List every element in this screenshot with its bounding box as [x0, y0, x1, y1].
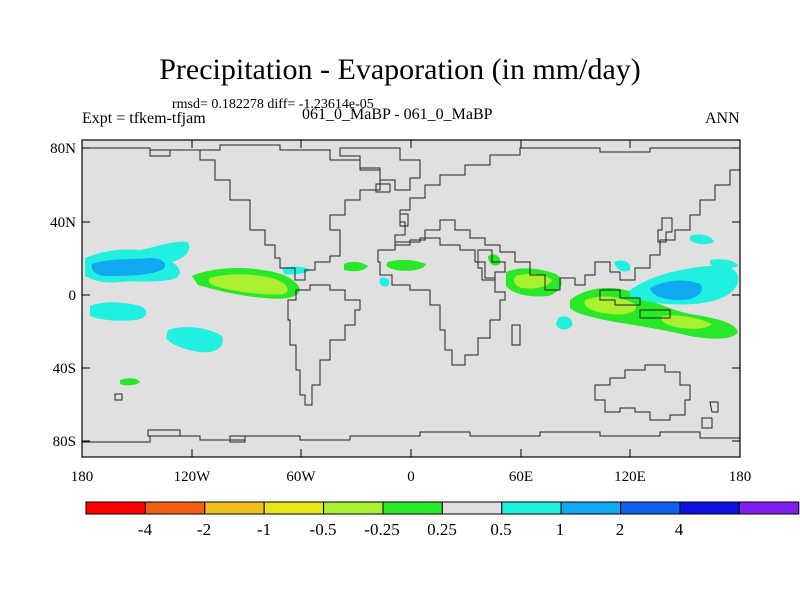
coast-greenland	[339, 147, 421, 191]
case-label: 061_0_MaBP - 061_0_MaBP	[302, 106, 493, 123]
anomaly-cyan-south-pacific-1	[90, 302, 147, 321]
anomaly-lightgreen-indian-ocean	[514, 273, 552, 289]
colorbar-label: 2	[616, 520, 625, 539]
x-axis-labels: 180 120W 60W 0 60E 120E 180	[71, 469, 752, 485]
coast-iceland	[375, 183, 391, 193]
colorbar-box	[263, 501, 325, 515]
anomaly-green-arabian	[488, 254, 501, 266]
x-tick-label: 180	[729, 469, 752, 485]
colorbar-box	[501, 501, 562, 515]
coast-japan	[657, 217, 673, 243]
anomaly-lightgreen-sw-pacific	[661, 315, 712, 329]
anomaly-green-atlantic	[344, 261, 368, 272]
colorbar-box	[204, 501, 265, 515]
colorbar-box	[144, 501, 206, 515]
coast-indonesia	[599, 289, 671, 319]
x-tick-label: 120E	[614, 469, 646, 485]
anomaly-cyan-south-pacific-2	[166, 327, 223, 353]
colorbar-label: -1	[257, 520, 271, 539]
axis-ticks	[81, 140, 741, 457]
coast-hawaii	[114, 393, 123, 401]
y-tick-label: 80N	[50, 141, 76, 157]
anomaly-cyan-caribbean	[282, 266, 310, 275]
y-tick-label: 40S	[53, 361, 76, 377]
coast-madagascar	[511, 324, 521, 346]
colorbar-label: -0.5	[310, 520, 337, 539]
colorbar-label: 1	[556, 520, 565, 539]
coast-antarctica	[82, 431, 740, 443]
colorbar-box	[323, 501, 384, 515]
colorbar-label: 0.25	[427, 520, 457, 539]
colorbar-labels: -4 -2 -1 -0.5 -0.25 0.25 0.5 1 2 4	[138, 520, 684, 539]
experiment-label: Expt = tfkem-tfjam	[82, 110, 206, 127]
anomaly-blue-nw-pacific	[650, 280, 702, 300]
anomaly-green-africa	[386, 259, 426, 271]
anomaly-green-south-pacific	[120, 378, 140, 386]
colorbar-label: 0.5	[490, 520, 511, 539]
y-tick-label: 0	[69, 288, 77, 304]
x-tick-label: 180	[71, 469, 94, 485]
colorbar-box	[679, 501, 740, 515]
coast-uk	[399, 213, 409, 227]
colorbar-label: -2	[197, 520, 211, 539]
colorbar-box	[620, 501, 681, 515]
colorbar-label: -4	[138, 520, 153, 539]
y-tick-label: 40N	[50, 215, 76, 231]
anomaly-lightgreen-east-pacific	[208, 274, 288, 295]
coast-eurasia	[394, 147, 741, 291]
colorbar-box	[441, 501, 503, 515]
coast-arabia	[477, 249, 506, 281]
x-tick-label: 120W	[174, 469, 212, 485]
colorbar-box	[85, 501, 146, 515]
x-tick-label: 60W	[286, 469, 316, 485]
x-tick-label: 0	[407, 469, 415, 485]
colorbar-label: 4	[675, 520, 684, 539]
stats-label: rmsd= 0.182278 diff= -1.23614e-05	[172, 97, 374, 112]
anomaly-cyan-asia	[690, 234, 714, 245]
colorbar-box	[560, 501, 622, 515]
anomaly-lightgreen-maritime	[584, 296, 637, 315]
anomaly-cyan-atlantic	[379, 277, 390, 287]
colorbar-box	[738, 501, 800, 515]
x-tick-label: 60E	[509, 469, 533, 485]
plot-title: Precipitation - Evaporation (in mm/day)	[159, 53, 641, 86]
coast-antarctic-peninsula	[147, 429, 246, 443]
coast-africa	[377, 237, 506, 366]
anomaly-fields	[85, 234, 739, 386]
anomaly-cyan-indo	[614, 260, 631, 272]
anomaly-blue-pacific-nw	[91, 258, 166, 276]
anomaly-cyan-madagascar	[556, 316, 573, 330]
coastlines	[82, 144, 741, 443]
coast-australia	[594, 364, 691, 421]
colorbar-label: -0.25	[364, 520, 399, 539]
coast-new-zealand	[701, 401, 719, 429]
anomaly-cyan-asia-east	[710, 259, 738, 269]
coast-south-america	[287, 284, 361, 406]
season-label: ANN	[705, 110, 740, 127]
colorbar-box	[382, 501, 443, 515]
colorbar	[85, 501, 800, 515]
y-axis-labels: 80N 40N 0 40S 80S	[50, 141, 76, 450]
y-tick-label: 80S	[53, 434, 76, 450]
